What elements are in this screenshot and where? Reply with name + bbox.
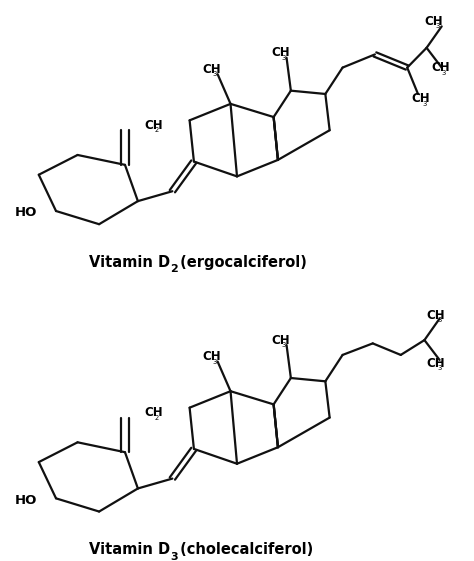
Text: $_3$: $_3$	[281, 340, 287, 350]
Text: $_3$: $_3$	[437, 363, 443, 373]
Text: Vitamin D: Vitamin D	[89, 255, 170, 270]
Text: CH: CH	[427, 357, 445, 370]
Text: HO: HO	[14, 206, 36, 219]
Text: CH: CH	[427, 309, 445, 322]
Text: CH: CH	[202, 63, 221, 76]
Text: CH: CH	[272, 334, 290, 347]
Text: $_2$: $_2$	[154, 125, 159, 135]
Text: CH: CH	[424, 15, 443, 28]
Text: $_3$: $_3$	[212, 357, 218, 366]
Text: Vitamin D: Vitamin D	[89, 542, 170, 557]
Text: $_3$: $_3$	[422, 99, 428, 109]
Text: $_3$: $_3$	[435, 21, 441, 31]
Text: $_3$: $_3$	[281, 53, 287, 63]
Text: CH: CH	[202, 350, 221, 363]
Text: 2: 2	[170, 264, 178, 274]
Text: $_3$: $_3$	[441, 67, 447, 77]
Text: HO: HO	[14, 494, 36, 507]
Text: CH: CH	[145, 119, 163, 132]
Text: (ergocalciferol): (ergocalciferol)	[174, 255, 306, 270]
Text: $_3$: $_3$	[437, 315, 443, 325]
Text: $_2$: $_2$	[154, 412, 159, 422]
Text: $_3$: $_3$	[212, 69, 218, 79]
Text: CH: CH	[431, 61, 449, 74]
Text: (cholecalciferol): (cholecalciferol)	[174, 542, 313, 557]
Text: CH: CH	[145, 406, 163, 419]
Text: 3: 3	[170, 551, 178, 561]
Text: CH: CH	[411, 93, 430, 105]
Text: CH: CH	[272, 46, 290, 59]
